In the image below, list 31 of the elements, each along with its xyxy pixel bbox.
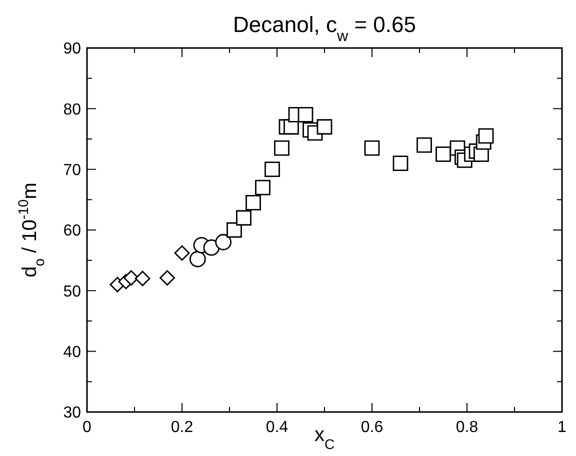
point: [236, 210, 252, 226]
point: [298, 107, 314, 122]
y-tick-label: 40: [63, 344, 82, 361]
point: [255, 180, 270, 196]
y-tick-label: 50: [63, 283, 82, 300]
point: [215, 234, 232, 250]
point: [226, 222, 242, 238]
point: [246, 195, 261, 210]
point: [478, 128, 494, 144]
x-tick-label: 0.4: [266, 419, 288, 436]
y-tick-label: 30: [63, 404, 82, 422]
point: [416, 137, 432, 153]
x-tick-label: 1: [558, 419, 567, 436]
x-axis-title: x$_{C}$: [314, 424, 335, 452]
point: [316, 119, 332, 135]
x-tick-label: 0.6: [360, 419, 384, 436]
point: [264, 162, 280, 178]
chart-title: Decanol, c$_{w}$ = 0.65: [233, 12, 416, 44]
point: [392, 156, 408, 171]
point: [274, 140, 290, 156]
point: [203, 239, 220, 256]
point: [189, 250, 206, 268]
y-tick-label: 70: [63, 162, 82, 179]
point: [123, 270, 139, 286]
x-tick-label: 0.8: [456, 419, 478, 436]
y-tick-label: 90: [63, 40, 82, 58]
y-tick-label: 80: [63, 101, 82, 118]
point: [364, 140, 380, 156]
x-tick-label: 0.2: [170, 419, 194, 436]
x-tick-label: 0: [82, 419, 92, 436]
y-tick-label: 60: [63, 222, 82, 240]
